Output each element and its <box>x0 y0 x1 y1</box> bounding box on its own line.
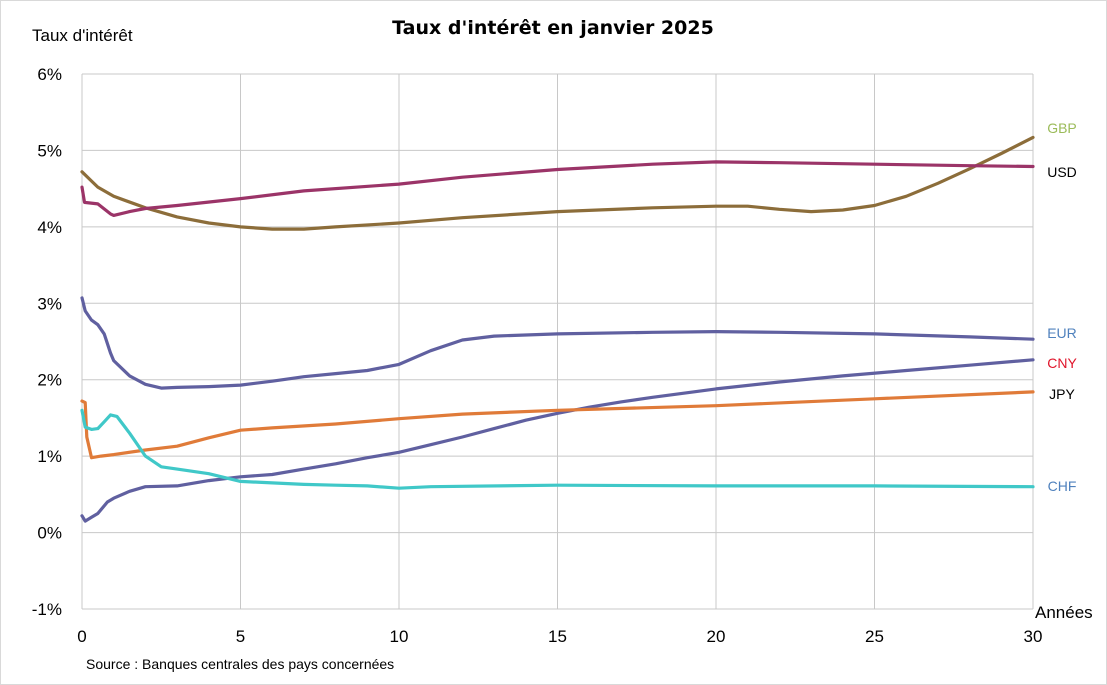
x-tick-label: 30 <box>1024 627 1043 646</box>
y-tick-label: -1% <box>32 600 62 619</box>
y-tick-label: 0% <box>37 524 62 543</box>
series-lines <box>80 135 1035 523</box>
chart-title: Taux d'intérêt en janvier 2025 <box>392 17 714 39</box>
x-tick-label: 10 <box>390 627 409 646</box>
y-tick-label: 2% <box>37 371 62 390</box>
y-tick-label: 5% <box>37 141 62 160</box>
x-axis-label: Années <box>1035 603 1093 622</box>
y-tick-label: 1% <box>37 447 62 466</box>
x-tick-label: 25 <box>865 627 884 646</box>
series-line-cny <box>80 358 1035 523</box>
series-line-eur <box>80 296 1035 390</box>
y-tick-label: 3% <box>37 294 62 313</box>
legend-cny: CNY <box>1047 355 1077 371</box>
x-tick-label: 20 <box>707 627 726 646</box>
legend-gbp: GBP <box>1047 120 1077 136</box>
axis-ticks: -1% 0% 1% 2% 3% 4% 5% 6% 0 5 10 15 20 25 30 <box>32 65 1043 646</box>
legend-eur: EUR <box>1047 325 1077 341</box>
x-tick-label: 15 <box>548 627 567 646</box>
y-tick-label: 6% <box>37 65 62 84</box>
x-tick-label: 5 <box>236 627 245 646</box>
grid <box>81 73 1034 610</box>
series-line-jpy <box>80 390 1035 460</box>
y-tick-label: 4% <box>37 218 62 237</box>
legend-jpy: JPY <box>1049 386 1075 402</box>
legend-chf: CHF <box>1048 478 1077 494</box>
series-line-chf <box>80 408 1035 490</box>
y-axis-label: Taux d'intérêt <box>32 26 133 45</box>
x-tick-label: 0 <box>77 627 86 646</box>
legend-usd: USD <box>1047 164 1077 180</box>
series-line-usd <box>80 160 1035 217</box>
legend: GBP USD EUR CNY JPY CHF <box>1047 120 1077 494</box>
source-note: Source : Banques centrales des pays conc… <box>86 656 394 672</box>
